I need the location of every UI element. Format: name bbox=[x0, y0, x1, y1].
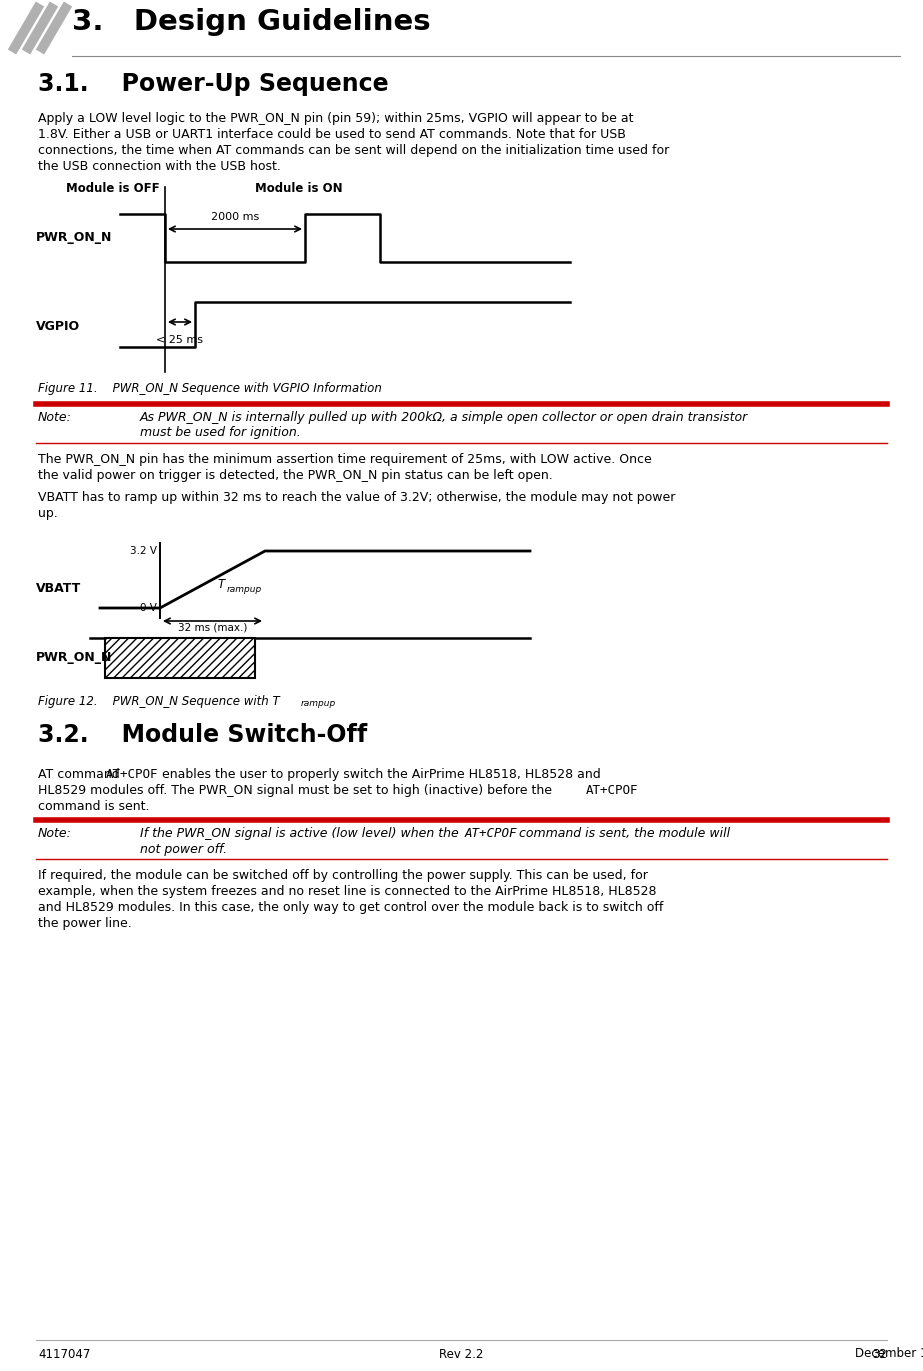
Text: must be used for ignition.: must be used for ignition. bbox=[140, 426, 301, 439]
Text: command is sent.: command is sent. bbox=[38, 801, 150, 813]
Text: 2000 ms: 2000 ms bbox=[210, 213, 259, 222]
Text: up.: up. bbox=[38, 507, 58, 520]
Text: If the PWR_ON signal is active (low level) when the: If the PWR_ON signal is active (low leve… bbox=[140, 827, 462, 840]
Text: the valid power on trigger is detected, the PWR_ON_N pin status can be left open: the valid power on trigger is detected, … bbox=[38, 469, 553, 483]
Text: Note:: Note: bbox=[38, 411, 72, 424]
Text: 32 ms (max.): 32 ms (max.) bbox=[178, 622, 247, 632]
Text: 3.   Design Guidelines: 3. Design Guidelines bbox=[72, 8, 431, 36]
Text: T: T bbox=[218, 579, 224, 591]
Text: AT+CPOF: AT+CPOF bbox=[106, 768, 159, 781]
Text: AT+CPOF: AT+CPOF bbox=[586, 784, 639, 797]
Text: example, when the system freezes and no reset line is connected to the AirPrime : example, when the system freezes and no … bbox=[38, 886, 656, 898]
Bar bbox=[105, 638, 255, 679]
Text: 4117047: 4117047 bbox=[38, 1348, 90, 1360]
Text: The PWR_ON_N pin has the minimum assertion time requirement of 25ms, with LOW ac: The PWR_ON_N pin has the minimum asserti… bbox=[38, 452, 652, 466]
Text: PWR_ON_N: PWR_ON_N bbox=[36, 651, 113, 665]
Text: rampup: rampup bbox=[226, 584, 262, 594]
Text: and HL8529 modules. In this case, the only way to get control over the module ba: and HL8529 modules. In this case, the on… bbox=[38, 901, 664, 914]
Text: HL8529 modules off. The PWR_ON signal must be set to high (inactive) before the: HL8529 modules off. The PWR_ON signal mu… bbox=[38, 784, 556, 797]
Text: If required, the module can be switched off by controlling the power supply. Thi: If required, the module can be switched … bbox=[38, 869, 648, 882]
Text: 1.8V. Either a USB or UART1 interface could be used to send AT commands. Note th: 1.8V. Either a USB or UART1 interface co… bbox=[38, 128, 626, 141]
Text: AT+CPOF: AT+CPOF bbox=[465, 827, 518, 840]
Text: Rev 2.2: Rev 2.2 bbox=[438, 1348, 483, 1360]
Text: 0 V: 0 V bbox=[140, 603, 157, 613]
Text: Module is ON: Module is ON bbox=[255, 182, 342, 195]
Text: Module is OFF: Module is OFF bbox=[66, 182, 160, 195]
Text: December 18, 2015: December 18, 2015 bbox=[855, 1348, 923, 1360]
Text: PWR_ON_N: PWR_ON_N bbox=[36, 230, 113, 244]
Text: Figure 11.    PWR_ON_N Sequence with VGPIO Information: Figure 11. PWR_ON_N Sequence with VGPIO … bbox=[38, 383, 382, 395]
Text: 3.2 V: 3.2 V bbox=[130, 546, 157, 557]
Text: connections, the time when AT commands can be sent will depend on the initializa: connections, the time when AT commands c… bbox=[38, 144, 669, 158]
Text: Figure 12.    PWR_ON_N Sequence with T: Figure 12. PWR_ON_N Sequence with T bbox=[38, 695, 280, 707]
Text: 3.2.    Module Switch-Off: 3.2. Module Switch-Off bbox=[38, 723, 367, 747]
Text: Apply a LOW level logic to the PWR_ON_N pin (pin 59); within 25ms, VGPIO will ap: Apply a LOW level logic to the PWR_ON_N … bbox=[38, 112, 633, 125]
Text: VBATT: VBATT bbox=[36, 581, 81, 595]
Text: Note:: Note: bbox=[38, 827, 72, 840]
Text: the power line.: the power line. bbox=[38, 917, 132, 930]
Text: the USB connection with the USB host.: the USB connection with the USB host. bbox=[38, 160, 281, 173]
Text: rampup: rampup bbox=[301, 699, 336, 707]
Text: < 25 ms: < 25 ms bbox=[157, 335, 203, 345]
Text: VGPIO: VGPIO bbox=[36, 321, 80, 333]
Text: AT command: AT command bbox=[38, 768, 124, 781]
Text: enables the user to properly switch the AirPrime HL8518, HL8528 and: enables the user to properly switch the … bbox=[158, 768, 601, 781]
Text: 3.1.    Power-Up Sequence: 3.1. Power-Up Sequence bbox=[38, 73, 389, 96]
Text: As PWR_ON_N is internally pulled up with 200kΩ, a simple open collector or open : As PWR_ON_N is internally pulled up with… bbox=[140, 411, 749, 424]
Text: VBATT has to ramp up within 32 ms to reach the value of 3.2V; otherwise, the mod: VBATT has to ramp up within 32 ms to rea… bbox=[38, 491, 676, 505]
Text: not power off.: not power off. bbox=[140, 843, 227, 856]
Text: 32: 32 bbox=[872, 1348, 887, 1360]
Text: command is sent, the module will: command is sent, the module will bbox=[515, 827, 730, 840]
